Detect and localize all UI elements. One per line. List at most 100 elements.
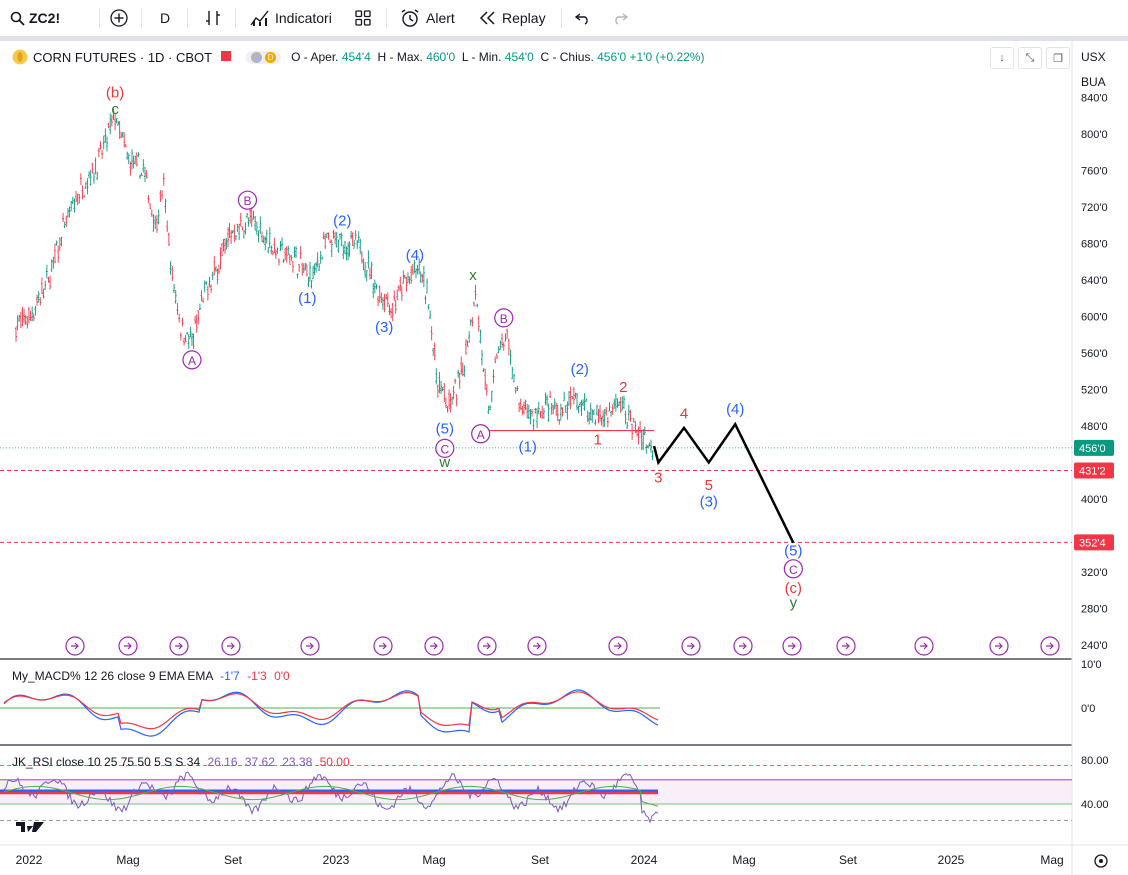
replay-button[interactable]: Replay — [479, 0, 546, 36]
indicators-button[interactable]: Indicatori — [250, 0, 332, 36]
wave-label[interactable]: (b) — [106, 85, 124, 102]
macd-title: My_MACD% 12 26 close 9 EMA EMA — [12, 669, 213, 683]
price-tick-label: 240'0 — [1081, 640, 1108, 652]
elliott-projection-line[interactable] — [652, 421, 795, 544]
bars-icon — [206, 11, 220, 25]
status-dot-icon — [251, 51, 263, 63]
price-tick-label: 480'0 — [1081, 421, 1108, 433]
time-tick-label: Set — [224, 853, 243, 867]
wave-label[interactable]: (2) — [571, 361, 589, 378]
price-tag-label: 352'4 — [1079, 537, 1106, 549]
wave-label[interactable]: B — [500, 312, 508, 326]
rewind-icon — [479, 11, 495, 25]
rsi-tick-label: 80.00 — [1081, 755, 1109, 767]
price-tick-label: 800'0 — [1081, 129, 1108, 141]
arrow-right-icon — [430, 642, 438, 650]
layouts-button[interactable] — [354, 0, 372, 36]
interval-button[interactable]: D — [160, 0, 170, 36]
wave-label[interactable]: (2) — [333, 212, 351, 229]
arrow-right-icon — [306, 642, 314, 650]
wave-label[interactable]: B — [243, 194, 251, 208]
wave-label[interactable]: C — [789, 563, 798, 577]
arrow-right-icon — [379, 642, 387, 650]
expand-icon: ⤡ — [1025, 51, 1035, 64]
rsi-value-4: 50.00 — [319, 755, 350, 769]
wave-label[interactable]: w — [438, 454, 450, 471]
price-tick-label: 680'0 — [1081, 239, 1108, 251]
time-tick-label: Set — [839, 853, 858, 867]
grid-icon — [355, 10, 371, 26]
price-tag-label: 456'0 — [1079, 443, 1106, 455]
wave-label[interactable]: (4) — [406, 247, 424, 264]
high-label: H - Max. — [377, 50, 423, 64]
wave-label[interactable]: 5 — [705, 477, 713, 494]
arrow-down-icon: ↓ — [999, 52, 1005, 64]
wave-label-circle — [435, 438, 455, 458]
arrow-right-icon — [124, 642, 132, 650]
wave-label[interactable]: y — [790, 595, 798, 612]
undo-button[interactable] — [575, 0, 591, 36]
wave-label[interactable]: A — [188, 354, 196, 368]
price-tag — [1074, 439, 1114, 456]
flag-icon[interactable] — [220, 50, 232, 65]
price-tick-label: 400'0 — [1081, 494, 1108, 506]
wave-label[interactable]: (4) — [726, 401, 744, 418]
symbol-search[interactable]: ZC2! — [10, 0, 60, 36]
arrow-right-icon — [687, 642, 695, 650]
wave-label[interactable]: (1) — [298, 290, 316, 307]
arrow-right-icon — [227, 642, 235, 650]
interval-label: D — [160, 10, 171, 26]
wave-label[interactable]: (5) — [784, 543, 802, 560]
time-tick-label: 2022 — [16, 853, 43, 867]
indicators-icon — [250, 10, 269, 26]
time-tick-label: 2023 — [323, 853, 350, 867]
replay-label: Replay — [502, 10, 546, 26]
pane-settings-button[interactable]: ❐ — [1046, 47, 1070, 69]
market-status-pill[interactable]: D — [246, 50, 282, 64]
wave-label[interactable]: (3) — [375, 319, 393, 336]
wave-label[interactable]: c — [111, 101, 119, 118]
redo-icon — [615, 13, 628, 25]
rsi-title: JK_RSI close 10 25 75 50 5 S S 34 — [12, 755, 201, 769]
plus-circle-icon — [110, 9, 128, 27]
open-label: O - Aper. — [291, 50, 339, 64]
price-tag — [1074, 462, 1114, 479]
wave-label[interactable]: 3 — [654, 470, 662, 487]
time-tick-label: Set — [531, 853, 550, 867]
arrow-right-icon — [995, 642, 1003, 650]
macd-tick-label: 0'0 — [1081, 703, 1095, 715]
toolbar-divider — [235, 8, 236, 28]
compare-button[interactable] — [109, 0, 129, 36]
collapse-pane-button[interactable]: ↓ — [990, 47, 1014, 69]
wave-label[interactable]: (3) — [700, 493, 718, 510]
macd-tick-label: 10'0 — [1081, 659, 1101, 671]
alert-button[interactable]: Alert — [400, 0, 455, 36]
settings-gear-icon[interactable] — [1094, 854, 1108, 868]
wave-label[interactable]: (1) — [518, 439, 536, 456]
unit-button[interactable]: BUA — [1078, 72, 1123, 92]
maximize-pane-button[interactable]: ⤡ — [1018, 47, 1042, 69]
wave-label[interactable]: x — [469, 267, 477, 284]
redo-button[interactable] — [612, 0, 628, 36]
wave-label[interactable]: (c) — [785, 580, 803, 597]
wave-label[interactable]: C — [440, 442, 449, 456]
price-tick-label: 600'0 — [1081, 312, 1108, 324]
arrow-right-icon — [533, 642, 541, 650]
chart-type-button[interactable] — [204, 0, 222, 36]
wave-label[interactable]: 1 — [594, 431, 602, 448]
time-tick-label: Mag — [116, 853, 139, 867]
wave-label[interactable]: (5) — [436, 420, 454, 437]
time-tick-label: 2024 — [631, 853, 658, 867]
corn-logo-icon — [12, 49, 28, 65]
wave-label[interactable]: A — [477, 428, 485, 442]
low-label: L - Min. — [461, 50, 502, 64]
time-tick-label: Mag — [422, 853, 445, 867]
time-tick-label: Mag — [732, 853, 755, 867]
wave-label[interactable]: 2 — [619, 379, 627, 396]
chart-background — [0, 41, 1128, 875]
arrow-right-icon — [614, 642, 622, 650]
currency-button[interactable]: USX — [1078, 47, 1123, 67]
wave-label[interactable]: 4 — [680, 406, 688, 423]
rsi-tick-label: 40.00 — [1081, 799, 1109, 811]
